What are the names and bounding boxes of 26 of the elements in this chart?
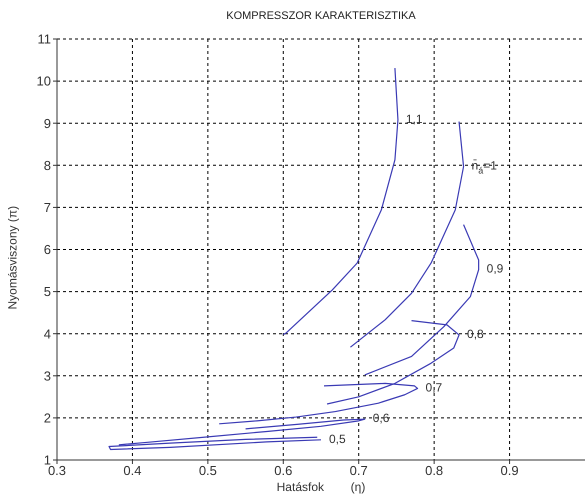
x-tick-label: 0.9 (500, 463, 519, 478)
x-axis-title: Hatásfok (η) (276, 480, 366, 494)
series-label: n̄$_{á}$=1 (472, 158, 498, 176)
series-label: 1,1 (406, 112, 423, 126)
y-tick-label: 8 (44, 158, 51, 173)
y-tick-label: 6 (44, 242, 51, 258)
x-tick-label: 0.4 (123, 463, 142, 478)
series-label: 0,9 (486, 262, 504, 276)
chart-title: KOMPRESSZOR KARAKTERISZTIKA (225, 10, 417, 22)
x-tick-label: 0.7 (350, 463, 368, 478)
x-tick-label: 0.8 (425, 463, 444, 478)
y-tick-label: 5 (44, 284, 51, 300)
series-label: 0,6 (372, 411, 390, 426)
x-tick-label: 0.6 (274, 463, 292, 478)
x-tick-label: 0.5 (198, 463, 217, 478)
y-tick-label: 3 (44, 368, 51, 384)
series-label: 0,8 (467, 327, 484, 342)
y-tick-label: 10 (36, 74, 51, 89)
x-tick-label: 0.3 (48, 463, 66, 478)
series-label: 0,5 (329, 432, 346, 446)
y-tick-label: 7 (44, 200, 51, 216)
y-tick-label: 9 (44, 116, 51, 131)
y-tick-label: 2 (44, 410, 51, 426)
series-label: 0,7 (426, 380, 443, 395)
y-tick-label: 4 (44, 326, 51, 342)
y-tick-label: 11 (38, 32, 51, 47)
